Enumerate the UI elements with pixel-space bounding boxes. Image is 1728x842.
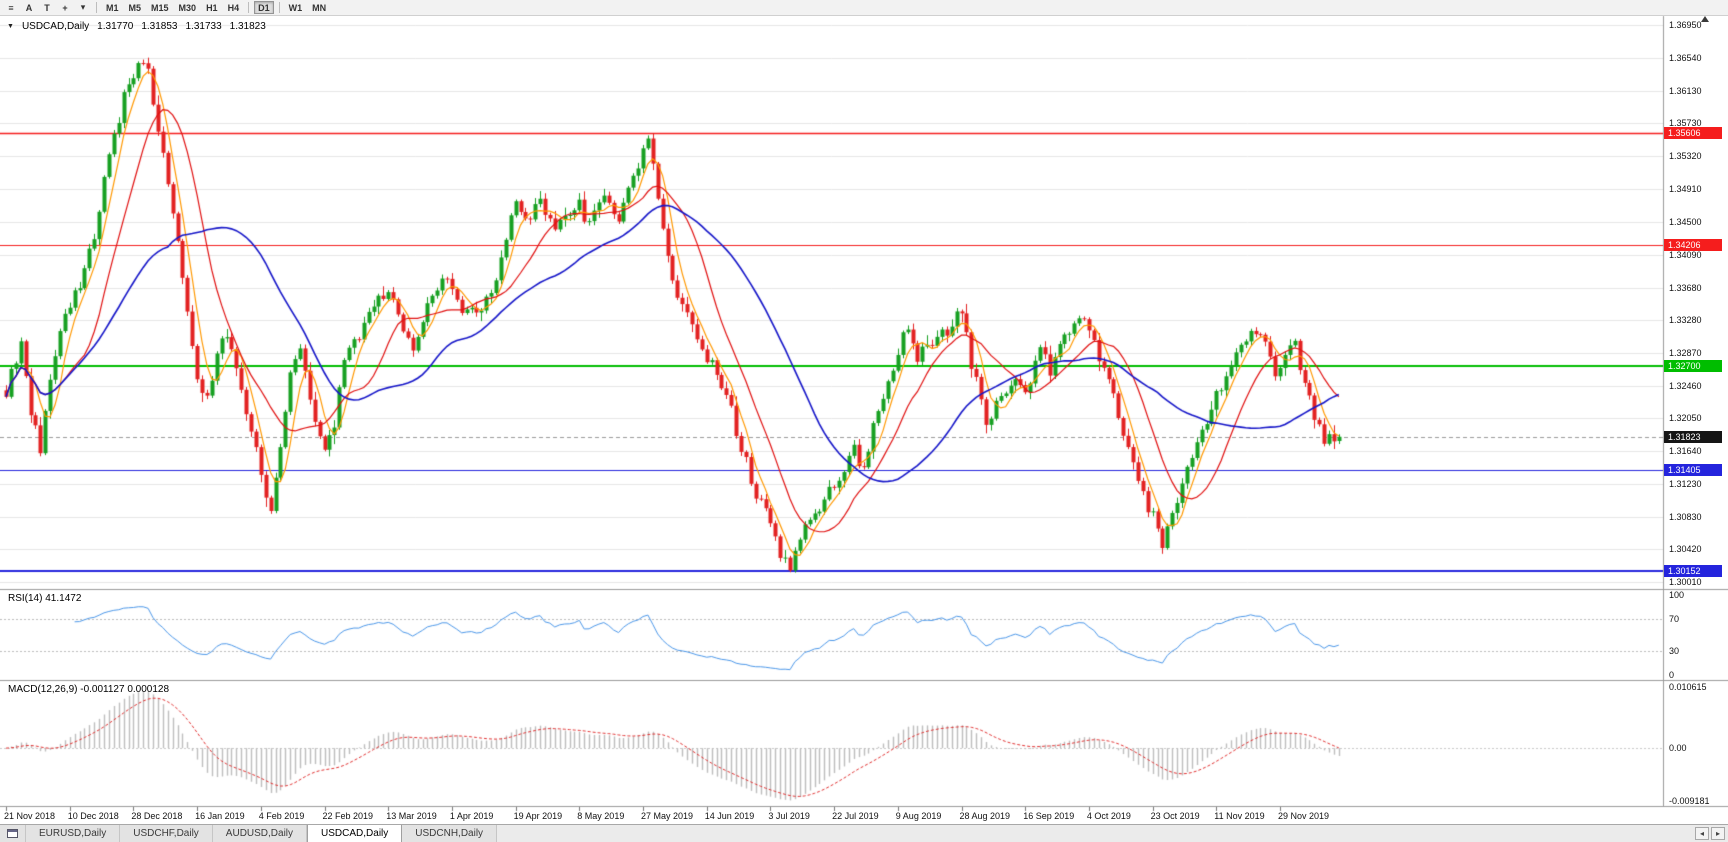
symbol-ohlc-line: ▼ USDCAD,Daily 1.31770 1.31853 1.31733 1…	[7, 21, 266, 32]
price-axis-tick: 1.31230	[1669, 479, 1702, 490]
window-icon	[7, 829, 18, 838]
quote-low: 1.31733	[185, 21, 222, 32]
symbol-dropdown-icon[interactable]: ▼	[7, 23, 14, 30]
time-axis-label: 8 May 2019	[577, 811, 625, 821]
time-axis-label: 11 Nov 2019	[1214, 811, 1265, 821]
macd-axis-tick: -0.009181	[1669, 796, 1710, 806]
rsi-axis-tick: 70	[1669, 613, 1680, 624]
price-badge: 1.31823	[1664, 430, 1722, 443]
rsi-axis-tick: 100	[1669, 590, 1685, 600]
timeframe-button-m1[interactable]: M1	[106, 2, 119, 13]
price-axis-tick: 1.35320	[1669, 150, 1702, 161]
timeframe-button-w1[interactable]: W1	[288, 2, 303, 13]
time-axis-label: 14 Jun 2019	[704, 811, 755, 821]
time-axis-label: 28 Dec 2018	[131, 811, 183, 821]
menu-icon[interactable]: ≡	[8, 2, 14, 13]
price-axis-tick: 1.36540	[1669, 52, 1702, 63]
time-axis-label: 1 Apr 2019	[449, 811, 494, 821]
time-axis-label: 23 Oct 2019	[1150, 811, 1200, 821]
price-axis-tick: 1.35730	[1669, 117, 1702, 128]
toolbar-separator	[278, 2, 280, 13]
time-axis-label: 16 Jan 2019	[195, 811, 245, 821]
time-axis-label: 3 Jul 2019	[768, 811, 810, 821]
toolbar-separator	[248, 2, 250, 13]
rsi-axis-tick: 30	[1669, 646, 1680, 657]
price-axis-tick: 1.36950	[1669, 19, 1702, 30]
tab-scroll-right-button[interactable]: ▸	[1711, 827, 1725, 840]
quote-open: 1.31770	[97, 21, 134, 32]
price-axis-tick: 1.32460	[1669, 380, 1702, 391]
symbol-tab-usdcnh[interactable]: USDCNH,Daily	[402, 825, 498, 842]
symbol-tab-usdchf[interactable]: USDCHF,Daily	[120, 825, 213, 842]
symbol-tab-audusd[interactable]: AUDUSD,Daily	[212, 825, 308, 842]
price-axis-tick: 1.30010	[1669, 577, 1702, 588]
price-badge: 1.32700	[1664, 360, 1722, 373]
price-badge: 1.35606	[1664, 126, 1722, 139]
timeframe-button-m30[interactable]: M30	[178, 2, 197, 13]
time-axis-label: 27 May 2019	[641, 811, 694, 821]
price-axis-tick: 1.36130	[1669, 85, 1702, 96]
pointer-a-button[interactable]: A	[25, 2, 33, 13]
chart-shift-marker-icon	[1701, 16, 1709, 22]
time-axis-label: 29 Nov 2019	[1278, 811, 1330, 821]
time-axis-label: 22 Jul 2019	[832, 811, 879, 821]
time-axis-label: 16 Sep 2019	[1023, 811, 1075, 821]
price-axis-tick: 1.32050	[1669, 413, 1702, 424]
quote-high: 1.31853	[141, 21, 178, 32]
rsi-indicator-label: RSI(14) 41.1472	[8, 593, 82, 604]
crosshair-button[interactable]: +	[62, 2, 68, 13]
timeframe-button-m15[interactable]: M15	[151, 2, 169, 13]
timeframe-button-m5[interactable]: M5	[128, 2, 142, 13]
price-axis-tick: 1.32870	[1669, 347, 1702, 358]
toolbar-separator	[96, 2, 97, 13]
price-axis-tick: 1.34500	[1669, 216, 1702, 227]
price-badge: 1.30152	[1664, 564, 1722, 577]
chart-tab-bar: EURUSD,Daily USDCHF,Daily AUDUSD,Daily USDC…	[0, 824, 1728, 842]
time-axis-label: 28 Aug 2019	[959, 811, 1011, 821]
price-axis-tick: 1.31640	[1669, 446, 1702, 457]
price-axis-tick: 1.30420	[1669, 544, 1702, 555]
symbol-tab-eurusd[interactable]: EURUSD,Daily	[26, 825, 121, 842]
time-axis-label: 22 Feb 2019	[322, 811, 374, 821]
tab-scroll-arrows: ◂ ▸	[1695, 827, 1725, 840]
time-axis-label: 4 Oct 2019	[1086, 811, 1131, 821]
quote-close: 1.31823	[229, 21, 266, 32]
time-axis-label: 13 Mar 2019	[386, 811, 437, 821]
timeframe-button-h4[interactable]: H4	[227, 2, 240, 13]
time-axis-label: 19 Apr 2019	[513, 811, 563, 821]
time-axis-label: 4 Feb 2019	[258, 811, 305, 821]
price-axis-tick: 1.33280	[1669, 314, 1702, 325]
macd-axis-tick: 0.010615	[1669, 682, 1707, 692]
price-axis-tick: 1.30830	[1669, 511, 1702, 522]
timeframe-button-h1[interactable]: H1	[206, 2, 218, 13]
macd-indicator-label: MACD(12,26,9) -0.001127 0.000128	[8, 684, 170, 695]
top-toolbar: ≡ A T + ▾ M1 M5 M15 M30 H1 H4 D1 W1 MN	[0, 0, 1728, 16]
price-axis-tick: 1.34910	[1669, 183, 1702, 194]
timeframe-button-d1[interactable]: D1	[254, 1, 274, 14]
price-badge: 1.31405	[1664, 464, 1722, 477]
time-axis-label: 9 Aug 2019	[895, 811, 942, 821]
time-axis-label: 21 Nov 2018	[4, 811, 56, 821]
chart-windows-tab[interactable]	[0, 825, 26, 842]
chart-symbol-label: USDCAD,Daily	[21, 21, 90, 32]
macd-axis-tick: 0.00	[1669, 743, 1687, 754]
timeframe-button-mn[interactable]: MN	[312, 2, 327, 13]
text-tool-button[interactable]: T	[44, 2, 50, 13]
tab-scroll-left-button[interactable]: ◂	[1695, 827, 1709, 840]
time-axis-label: 10 Dec 2018	[67, 811, 119, 821]
price-badge: 1.34206	[1664, 239, 1722, 252]
symbol-tab-usdcad[interactable]: USDCAD,Daily	[307, 825, 403, 842]
price-axis-tick: 1.33680	[1669, 282, 1702, 293]
rsi-axis-tick: 0	[1669, 670, 1675, 680]
dropdown-caret-icon[interactable]: ▾	[80, 2, 86, 12]
price-axis-tick: 1.34090	[1669, 249, 1702, 260]
